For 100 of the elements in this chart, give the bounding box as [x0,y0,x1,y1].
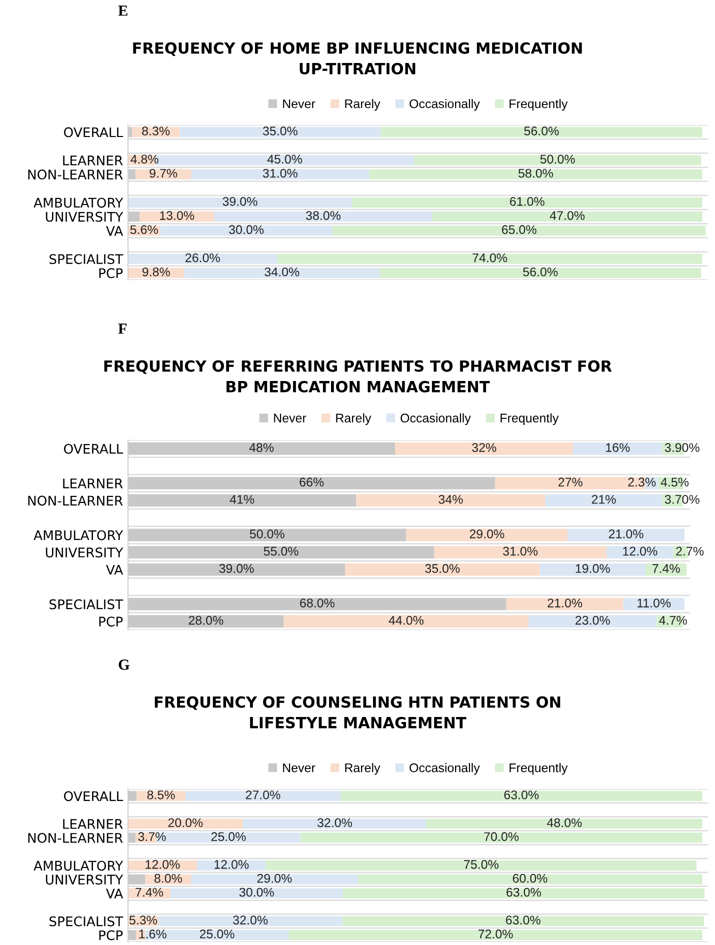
bar [135,169,192,180]
data-label: 21% [592,494,616,504]
bar [606,546,674,558]
data-label: 30.0% [229,225,264,234]
bar [184,268,380,278]
y-tick-label: OVERALL [64,791,124,802]
data-label: 75.0% [464,860,498,869]
data-label: 7.4% [136,888,164,897]
legend-label: Never [283,99,316,108]
bar [160,226,332,236]
bar [406,528,568,542]
bar [545,494,662,507]
data-label: 12.0% [146,860,180,869]
bar [277,254,702,264]
data-label: 56.0% [523,267,558,276]
legend-label: Frequently [500,413,559,425]
data-label: 38.0% [306,211,341,220]
bar [332,226,706,236]
data-label: 3.70% [664,494,700,504]
bar [568,528,684,542]
y-tick-label: NON-LEARNER [28,170,123,180]
data-label: 2.3% [628,478,656,487]
data-label: 11.0% [638,598,671,608]
chart-title: FREQUENCY OF REFERRING PATIENTS TO PHARMACIST FOR BP MEDICATION MANAGEMENT [104,360,612,392]
y-tick-label: LEARNER [63,819,123,829]
y-tick-label: SPECIALIST [50,599,124,610]
bar [434,546,607,558]
data-label: 2.7% [676,546,704,556]
bar [158,916,342,926]
data-label: 12.0% [214,860,249,869]
legend-label: Occasionally [410,99,480,111]
bar [214,212,432,222]
data-label: 39.0% [222,197,258,206]
y-tick-label: SPECIALIST [50,916,124,926]
data-label: 9.7% [150,168,178,178]
bar [573,442,662,455]
bar [352,197,702,208]
y-tick-label: VA [106,564,124,575]
y-tick-label: AMBULATORY [34,198,124,208]
data-label: 63.0% [506,888,541,897]
data-label: 25.0% [200,930,234,938]
legend-label: Rarely [345,99,380,111]
data-label: 23.0% [576,616,610,625]
legend-label: Rarely [345,763,380,775]
legend-label: Occasionally [400,413,471,425]
bar [185,790,340,801]
data-label: 32.0% [317,818,352,828]
bar [180,126,381,138]
data-label: 32% [472,443,496,452]
y-tick-label: NON-LEARNER [28,496,123,506]
data-label: 74.0% [472,253,508,262]
y-tick-label: VA [106,226,124,236]
data-label: 4.7% [659,616,687,625]
data-label: 27.0% [246,790,280,800]
bar [191,169,370,180]
y-tick-label: PCP [99,930,123,940]
y-tick-label: NON-LEARNER [28,832,123,843]
data-label: 9.8% [142,267,170,276]
bar [284,615,529,628]
data-label: 25.0% [211,832,246,842]
bar [170,888,343,898]
y-tick-label: UNIVERSITY [46,212,124,222]
legend-label: Never [283,763,316,772]
data-label: 50.0% [540,154,575,164]
data-label: 50.0% [250,530,284,538]
data-label: 19.0% [576,564,610,573]
legend-label: Occasionally [410,763,480,775]
y-tick-label: UNIVERSITY [46,874,124,885]
data-label: 7.4% [652,564,680,573]
y-tick-label: AMBULATORY [34,530,124,540]
data-label: 35.0% [425,564,460,573]
text: E [118,6,128,16]
bar [242,818,427,829]
data-label: 65.0% [502,225,536,234]
legend-label: Never [274,414,306,422]
data-label: 70.0% [484,832,519,842]
data-label: 41% [230,495,254,504]
bar [540,563,646,576]
data-label: 1.6% [139,930,166,938]
y-tick-label: OVERALL [64,127,124,138]
data-label: 32.0% [233,916,268,924]
bar [191,874,358,884]
data-label: 44.0% [388,616,424,625]
data-label: 31.0% [262,168,298,178]
data-label: 56.0% [524,126,559,136]
data-label: 39.0% [219,564,254,573]
data-label: 4.5% [660,478,689,487]
data-label: 72.0% [478,930,513,938]
bar [128,254,278,264]
bar [369,169,702,180]
y-tick-label: LEARNER [63,156,123,166]
bar [345,563,540,576]
data-label: 4.8% [130,154,158,164]
data-label: 48% [249,443,274,452]
data-label: 5.6% [130,225,158,234]
data-label: 27% [558,478,582,486]
bar [528,615,657,628]
data-label: 45.0% [267,154,302,164]
legend-label: Frequently [510,763,568,775]
bar [128,197,352,208]
